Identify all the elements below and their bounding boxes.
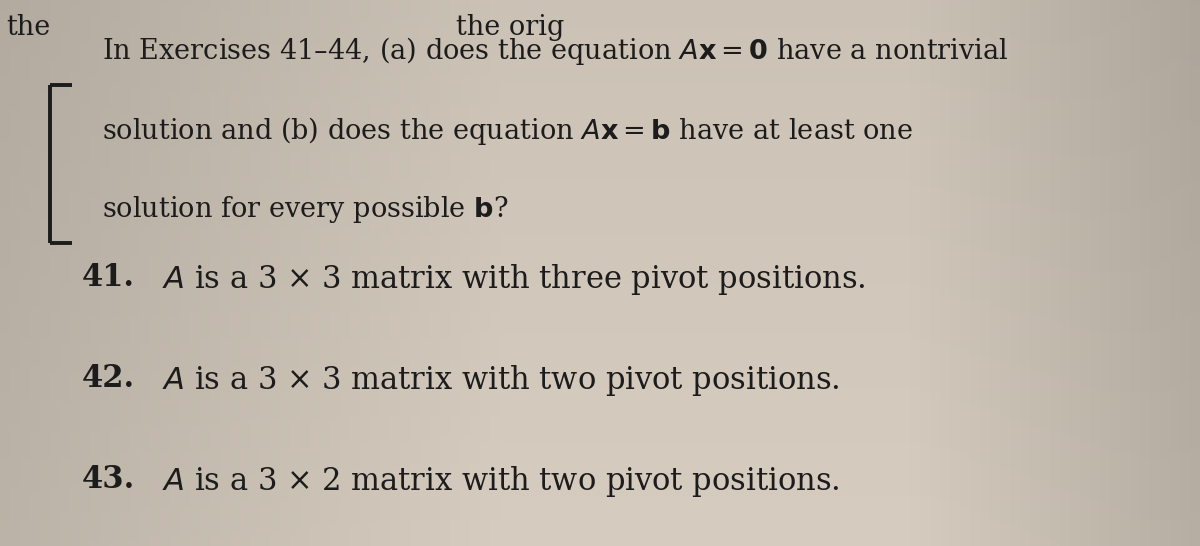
Text: solution for every possible $\mathbf{b}$?: solution for every possible $\mathbf{b}$…	[102, 194, 509, 225]
Text: 41.: 41.	[82, 262, 134, 293]
Text: $A$ is a 3 × 2 matrix with two pivot positions.: $A$ is a 3 × 2 matrix with two pivot pos…	[162, 464, 840, 499]
Text: $A$ is a 3 × 3 matrix with three pivot positions.: $A$ is a 3 × 3 matrix with three pivot p…	[162, 262, 865, 297]
Text: solution and (b) does the equation $A\mathbf{x} = \mathbf{b}$ have at least one: solution and (b) does the equation $A\ma…	[102, 115, 913, 147]
Text: In Exercises 41–44, (a) does the equation $A\mathbf{x} = \mathbf{0}$ have a nont: In Exercises 41–44, (a) does the equatio…	[102, 35, 1009, 68]
Text: the orig: the orig	[456, 14, 564, 40]
Text: $A$ is a 3 × 3 matrix with two pivot positions.: $A$ is a 3 × 3 matrix with two pivot pos…	[162, 363, 840, 398]
Text: 42.: 42.	[82, 363, 134, 394]
Text: 43.: 43.	[82, 464, 134, 495]
Text: the: the	[6, 14, 50, 40]
